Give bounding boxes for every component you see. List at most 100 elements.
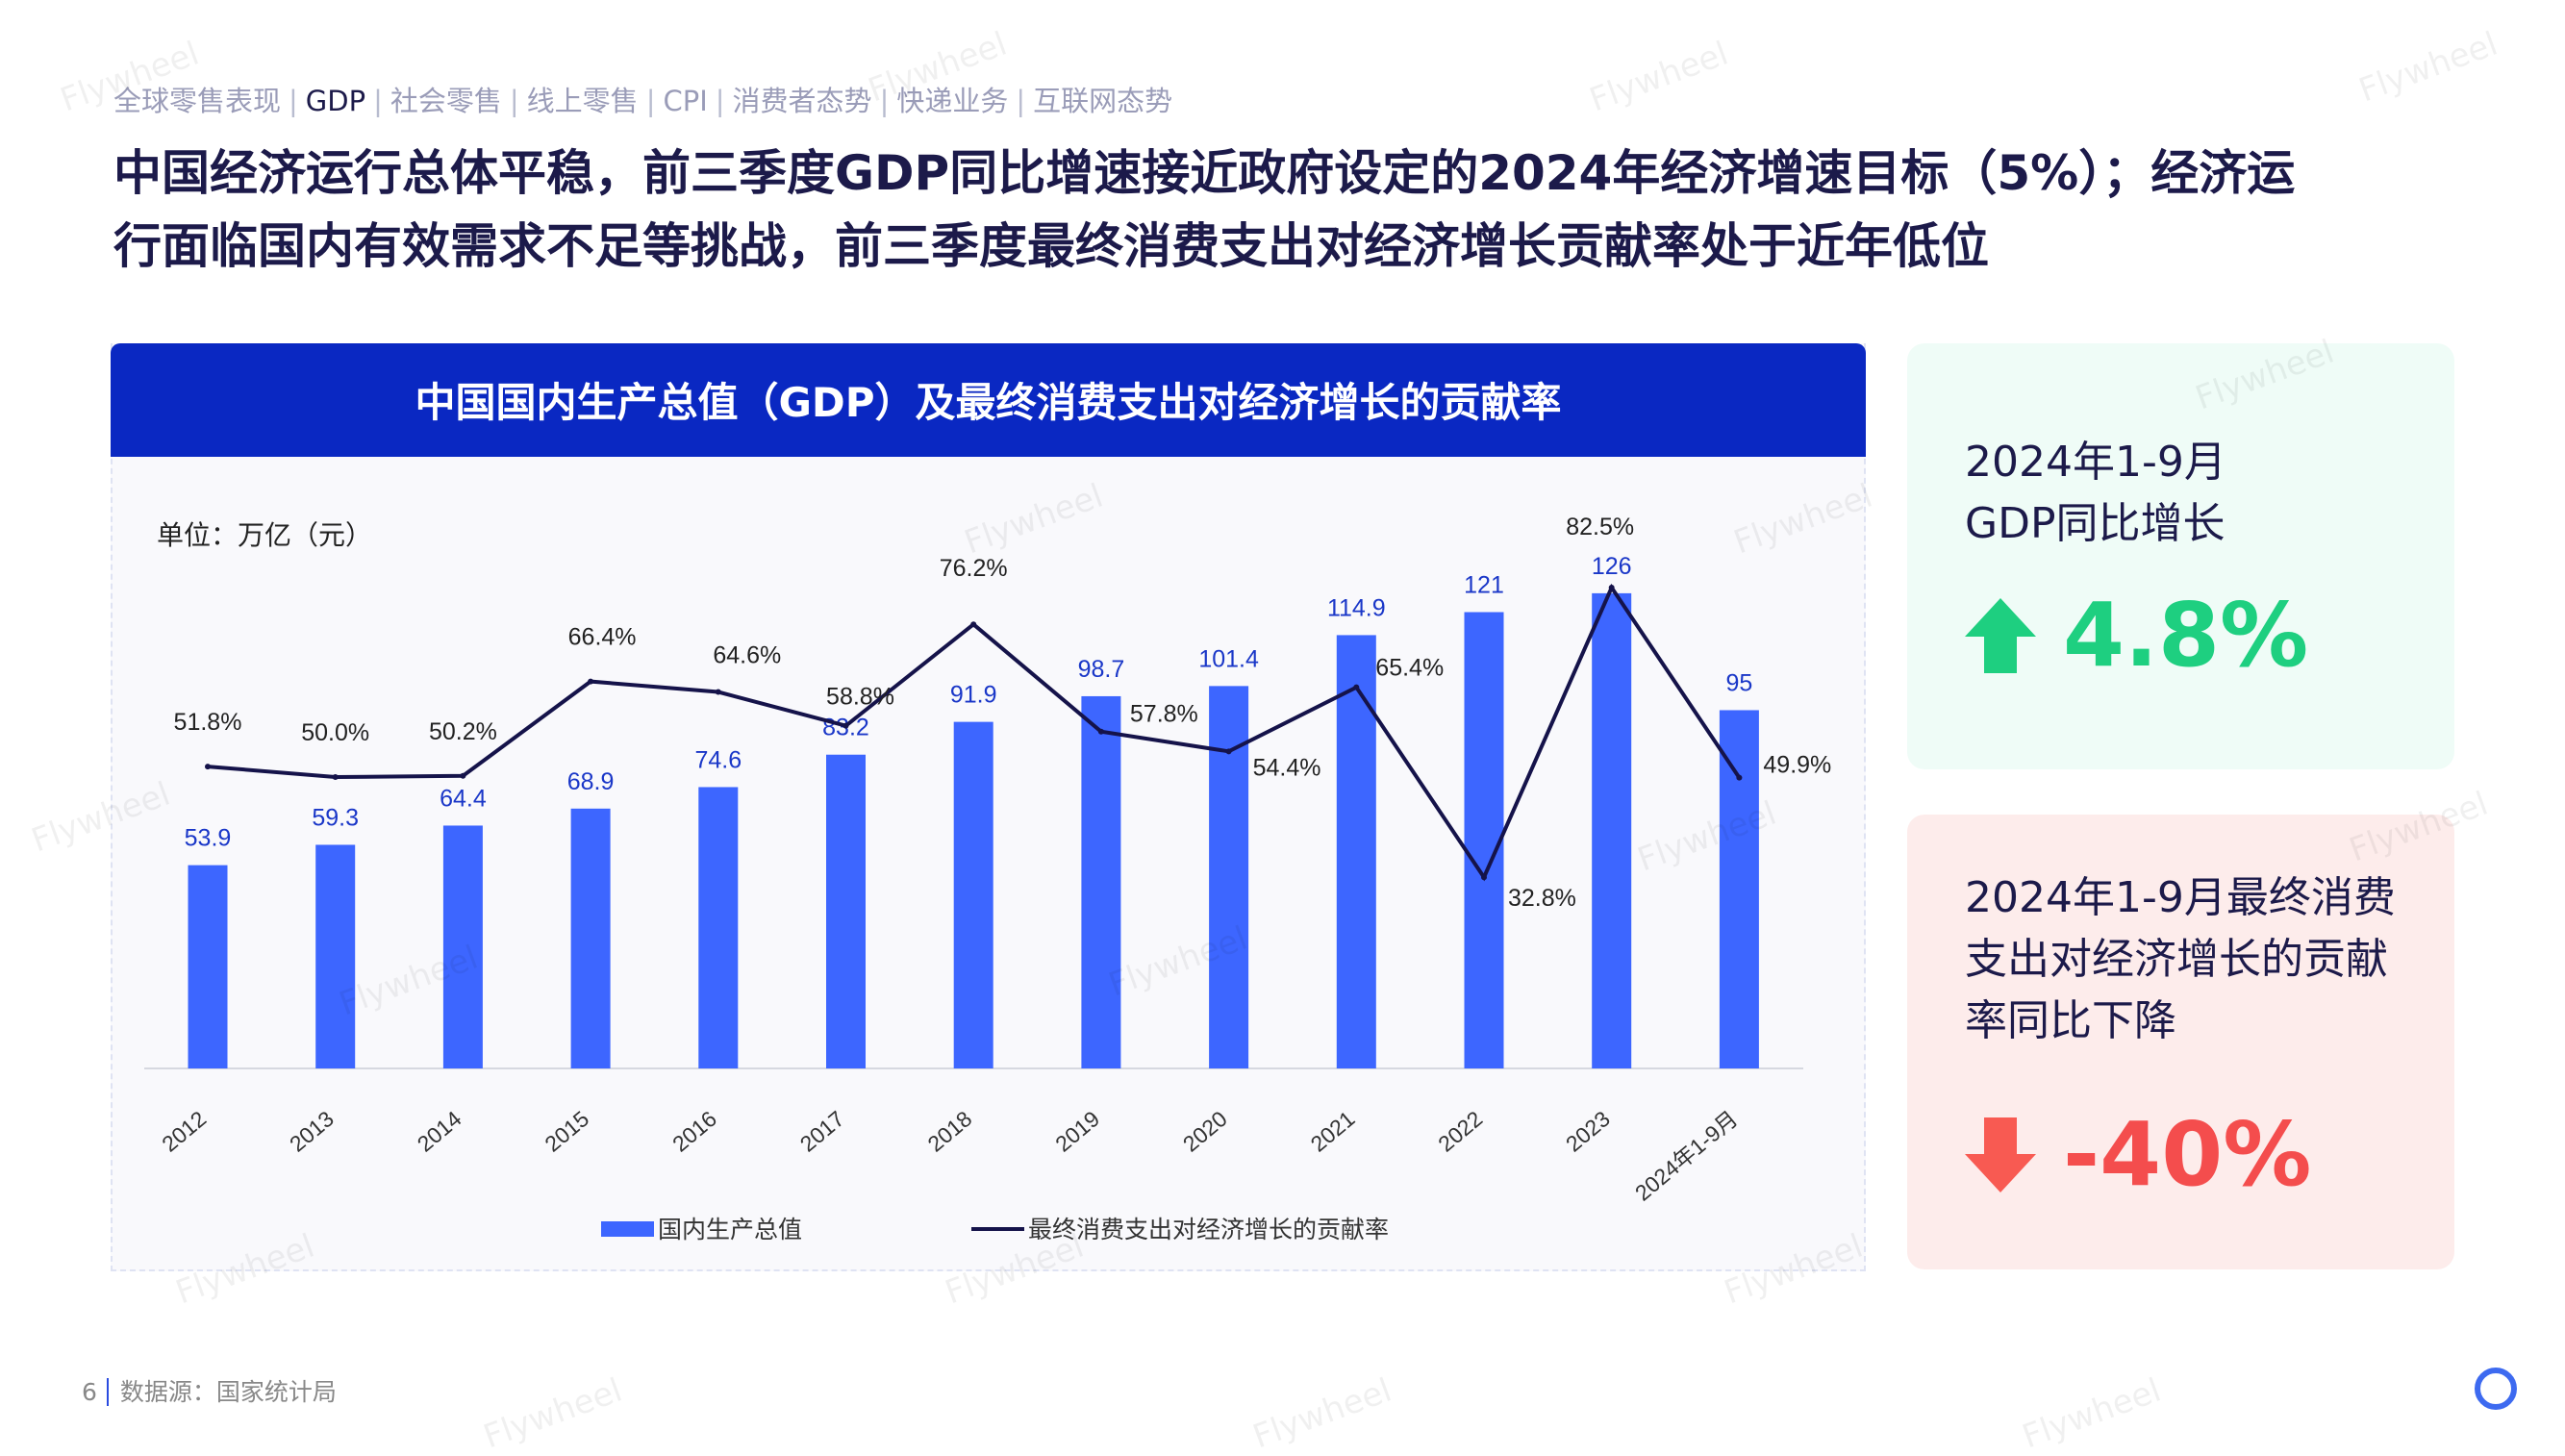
x-tick-label: 2018: [923, 1106, 977, 1157]
contribution-point: [715, 689, 721, 695]
x-tick-label: 2023: [1561, 1106, 1615, 1157]
contribution-point: [842, 722, 849, 729]
gdp-growth-card: 2024年1-9月 GDP同比增长 4.8%: [1907, 343, 2454, 769]
card-text: 2024年1-9月最终消费: [1965, 873, 2396, 922]
legend-bar-label: 国内生产总值: [658, 1217, 802, 1243]
consumption-contribution-card: 2024年1-9月最终消费 支出对经济增长的贡献 率同比下降 -40%: [1907, 815, 2454, 1269]
nav-item[interactable]: 快递业务: [896, 85, 1009, 117]
gdp-bar: [826, 754, 866, 1068]
card-text: GDP同比增长: [1965, 499, 2226, 548]
nav-separator: |: [879, 85, 890, 117]
contribution-label: 57.8%: [1130, 701, 1198, 728]
x-tick-label: 2020: [1178, 1106, 1232, 1157]
x-tick-label: 2024年1-9月: [1630, 1106, 1743, 1206]
gdp-bar: [1081, 695, 1121, 1068]
contribution-point: [1353, 684, 1360, 690]
contribution-label: 54.4%: [1253, 754, 1321, 781]
contribution-label: 32.8%: [1508, 885, 1576, 912]
contribution-label: 64.6%: [713, 642, 781, 669]
x-tick-label: 2019: [1050, 1106, 1104, 1157]
gdp-bar: [953, 721, 993, 1068]
nav-item[interactable]: 全球零售表现: [113, 85, 282, 117]
gdp-bar-label: 74.6: [694, 746, 742, 773]
card-text: 率同比下降: [1965, 996, 2176, 1045]
gdp-bar: [442, 825, 483, 1068]
x-tick-label: 2014: [413, 1106, 466, 1157]
gdp-bar: [698, 787, 739, 1068]
contribution-point: [332, 774, 339, 780]
nav-item[interactable]: GDP: [305, 85, 366, 117]
chart-title: 中国国内生产总值（GDP）及最终消费支出对经济增长的贡献率: [111, 343, 1866, 457]
data-source: 数据源：国家统计局: [119, 1378, 337, 1406]
page-title: 中国经济运行总体平稳，前三季度GDP同比增速接近政府设定的2024年经济增速目标…: [113, 137, 2441, 283]
gdp-bar-label: 68.9: [567, 768, 615, 795]
contribution-point: [1481, 874, 1487, 881]
gdp-bar-label: 64.4: [440, 785, 487, 812]
page-number: 6: [82, 1378, 109, 1406]
gdp-bar-label: 121: [1464, 572, 1504, 599]
contribution-label: 51.8%: [174, 709, 242, 736]
contribution-point: [1736, 774, 1743, 781]
footer: 6 数据源：国家统计局: [82, 1373, 337, 1408]
gdp-growth-value: 4.8%: [2063, 584, 2309, 687]
contribution-label: 50.0%: [301, 719, 369, 746]
nav-item[interactable]: 互联网态势: [1033, 85, 1173, 117]
gdp-bar-label: 91.9: [950, 682, 997, 709]
nav-item[interactable]: 社会零售: [390, 85, 502, 117]
contribution-label: 49.9%: [1763, 752, 1831, 779]
gdp-bar: [1464, 612, 1504, 1068]
gdp-bar-label: 59.3: [312, 804, 359, 831]
contribution-point: [1225, 748, 1232, 755]
gdp-bar-label: 53.9: [185, 825, 232, 852]
gdp-bar: [188, 865, 228, 1068]
consumption-change-value: -40%: [2063, 1103, 2312, 1206]
contribution-label: 76.2%: [940, 555, 1008, 582]
contribution-label: 66.4%: [568, 624, 637, 651]
gdp-bar: [1719, 710, 1759, 1068]
nav-item[interactable]: 线上零售: [526, 85, 639, 117]
section-nav: 全球零售表现 | GDP | 社会零售 | 线上零售 | CPI | 消费者态势 | 快递业务 | 互联网态…: [113, 79, 1172, 119]
contribution-label: 82.5%: [1566, 514, 1634, 540]
contribution-label: 50.2%: [429, 718, 497, 745]
x-tick-label: 2015: [540, 1106, 593, 1157]
gdp-bar-label: 114.9: [1327, 594, 1386, 621]
contribution-point: [205, 764, 211, 770]
arrow-down-icon: [1965, 1117, 2036, 1192]
x-tick-label: 2016: [667, 1106, 721, 1157]
title-line-2: 行面临国内有效需求不足等挑战，前三季度最终消费支出对经济增长贡献率处于近年低位: [113, 218, 1989, 274]
flywheel-logo-icon: [2475, 1368, 2517, 1410]
gdp-bar-label: 95: [1725, 669, 1752, 696]
contribution-point: [588, 678, 594, 685]
x-tick-label: 2012: [157, 1106, 211, 1157]
nav-separator: |: [373, 85, 383, 117]
legend-bar-swatch: [601, 1221, 654, 1237]
legend-line-label: 最终消费支出对经济增长的贡献率: [1028, 1217, 1389, 1243]
nav-separator: |: [645, 85, 656, 117]
contribution-point: [970, 621, 977, 628]
nav-separator: |: [715, 85, 725, 117]
card-text: 2024年1-9月: [1965, 438, 2226, 487]
nav-separator: |: [509, 85, 519, 117]
contribution-label: 58.8%: [826, 684, 894, 711]
nav-item[interactable]: CPI: [663, 85, 708, 117]
gdp-bar-label: 98.7: [1078, 656, 1125, 683]
gdp-bar: [315, 844, 356, 1068]
nav-separator: |: [289, 85, 298, 117]
unit-label: 单位：万亿（元）: [157, 519, 373, 551]
arrow-up-icon: [1965, 597, 2036, 673]
contribution-point: [1608, 585, 1615, 591]
gdp-bar: [1592, 592, 1632, 1068]
x-tick-label: 2022: [1433, 1106, 1487, 1157]
contribution-point: [460, 772, 466, 779]
gdp-bar-label: 126: [1592, 553, 1632, 580]
contribution-label: 65.4%: [1375, 655, 1444, 682]
x-tick-label: 2013: [285, 1106, 339, 1157]
nav-separator: |: [1016, 85, 1026, 117]
contribution-point: [1097, 728, 1104, 735]
title-line-1: 中国经济运行总体平稳，前三季度GDP同比增速接近政府设定的2024年经济增速目标…: [113, 145, 2296, 201]
x-tick-label: 2017: [795, 1106, 849, 1157]
x-tick-label: 2021: [1306, 1106, 1360, 1157]
nav-item[interactable]: 消费者态势: [732, 85, 872, 117]
gdp-bar-label: 101.4: [1198, 645, 1259, 672]
